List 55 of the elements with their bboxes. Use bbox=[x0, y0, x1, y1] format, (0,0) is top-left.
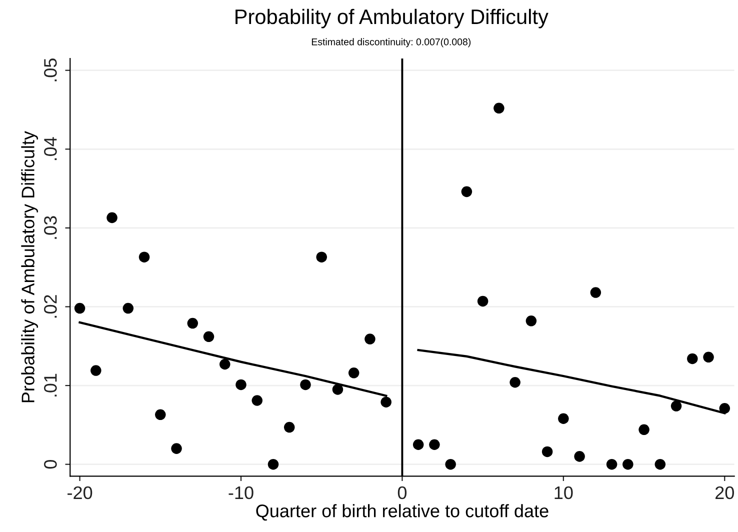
x-tick-label: -10 bbox=[228, 486, 254, 500]
point bbox=[122, 302, 134, 314]
point bbox=[654, 458, 666, 470]
y-axis-title: Probability of Ambulatory Difficulty bbox=[21, 131, 38, 402]
point bbox=[638, 424, 650, 436]
point bbox=[606, 458, 618, 470]
point bbox=[90, 365, 102, 376]
point bbox=[574, 451, 585, 462]
point bbox=[171, 443, 182, 454]
point bbox=[622, 458, 634, 470]
point bbox=[542, 446, 553, 458]
chart-title: Probability of Ambulatory Difficulty bbox=[236, 8, 548, 28]
y-tick-label: .04 bbox=[44, 137, 57, 160]
point bbox=[284, 422, 295, 433]
point bbox=[477, 296, 488, 307]
point bbox=[445, 458, 456, 470]
point bbox=[364, 334, 376, 344]
point bbox=[300, 379, 311, 390]
point bbox=[252, 395, 262, 406]
point bbox=[187, 318, 198, 329]
point bbox=[526, 316, 537, 326]
point bbox=[316, 252, 327, 262]
point bbox=[510, 376, 520, 388]
point bbox=[106, 212, 118, 224]
x-tick-label: 0 bbox=[398, 486, 407, 500]
point bbox=[155, 409, 166, 420]
point bbox=[268, 458, 279, 470]
point bbox=[332, 384, 344, 395]
x-axis-title: Quarter of birth relative to cutoff date bbox=[256, 504, 548, 521]
point bbox=[74, 302, 86, 314]
point bbox=[236, 379, 246, 390]
point bbox=[703, 352, 714, 363]
point bbox=[558, 413, 569, 424]
y-tick-label: .03 bbox=[44, 216, 57, 239]
point bbox=[203, 331, 214, 342]
point bbox=[380, 396, 392, 408]
point bbox=[461, 186, 472, 198]
point bbox=[219, 358, 230, 370]
x-tick-label: 10 bbox=[554, 486, 573, 500]
point bbox=[412, 439, 424, 450]
point bbox=[687, 353, 698, 364]
point bbox=[670, 400, 682, 412]
y-tick-label: .01 bbox=[44, 374, 57, 396]
point bbox=[719, 402, 730, 414]
chart-subtitle: Estimated discontinuity: 0.007(0.008) bbox=[312, 38, 471, 48]
y-tick-label: .02 bbox=[44, 295, 57, 318]
y-tick-label: 0 bbox=[44, 460, 57, 469]
y-tick-label: .05 bbox=[44, 58, 57, 82]
point bbox=[348, 368, 360, 378]
point bbox=[429, 439, 440, 450]
point bbox=[494, 102, 504, 114]
x-tick-label: -20 bbox=[68, 486, 92, 500]
x-tick-label: 20 bbox=[716, 486, 734, 500]
point bbox=[590, 287, 602, 298]
point bbox=[138, 252, 150, 262]
